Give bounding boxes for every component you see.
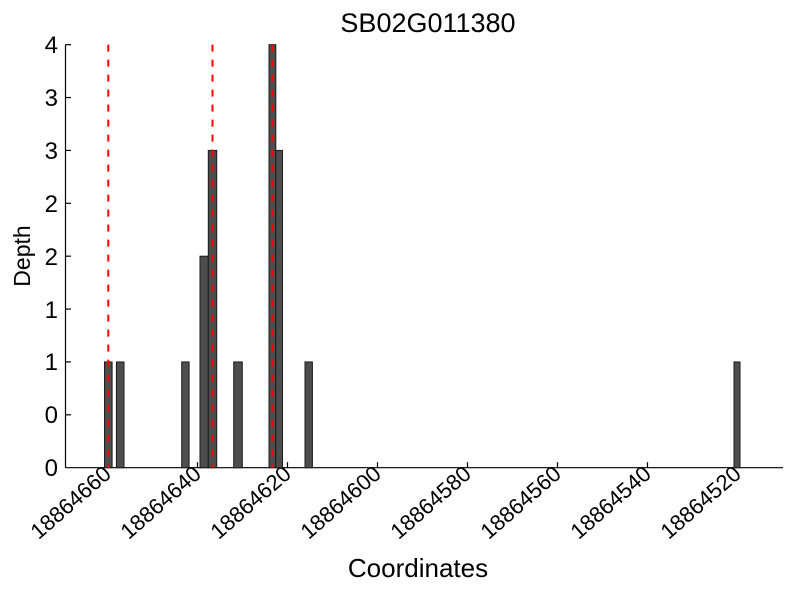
svg-text:1: 1 (45, 349, 58, 376)
svg-text:3: 3 (45, 85, 58, 112)
svg-text:18864540: 18864540 (565, 461, 655, 544)
svg-text:18864580: 18864580 (385, 461, 475, 544)
svg-text:18864600: 18864600 (295, 461, 385, 544)
svg-text:0: 0 (45, 455, 58, 482)
svg-text:2: 2 (45, 244, 58, 271)
svg-text:1: 1 (45, 297, 58, 324)
svg-text:18864560: 18864560 (475, 461, 565, 544)
svg-text:Coordinates: Coordinates (348, 553, 488, 583)
svg-text:18864520: 18864520 (655, 461, 745, 544)
svg-text:4: 4 (45, 32, 58, 59)
svg-text:3: 3 (45, 138, 58, 165)
svg-text:18864640: 18864640 (115, 461, 205, 544)
svg-text:0: 0 (45, 402, 58, 429)
svg-text:2: 2 (45, 191, 58, 218)
svg-text:18864660: 18864660 (25, 461, 115, 544)
svg-text:Depth: Depth (9, 225, 35, 286)
svg-text:18864620: 18864620 (205, 461, 295, 544)
svg-text:SB02G011380: SB02G011380 (340, 8, 515, 38)
